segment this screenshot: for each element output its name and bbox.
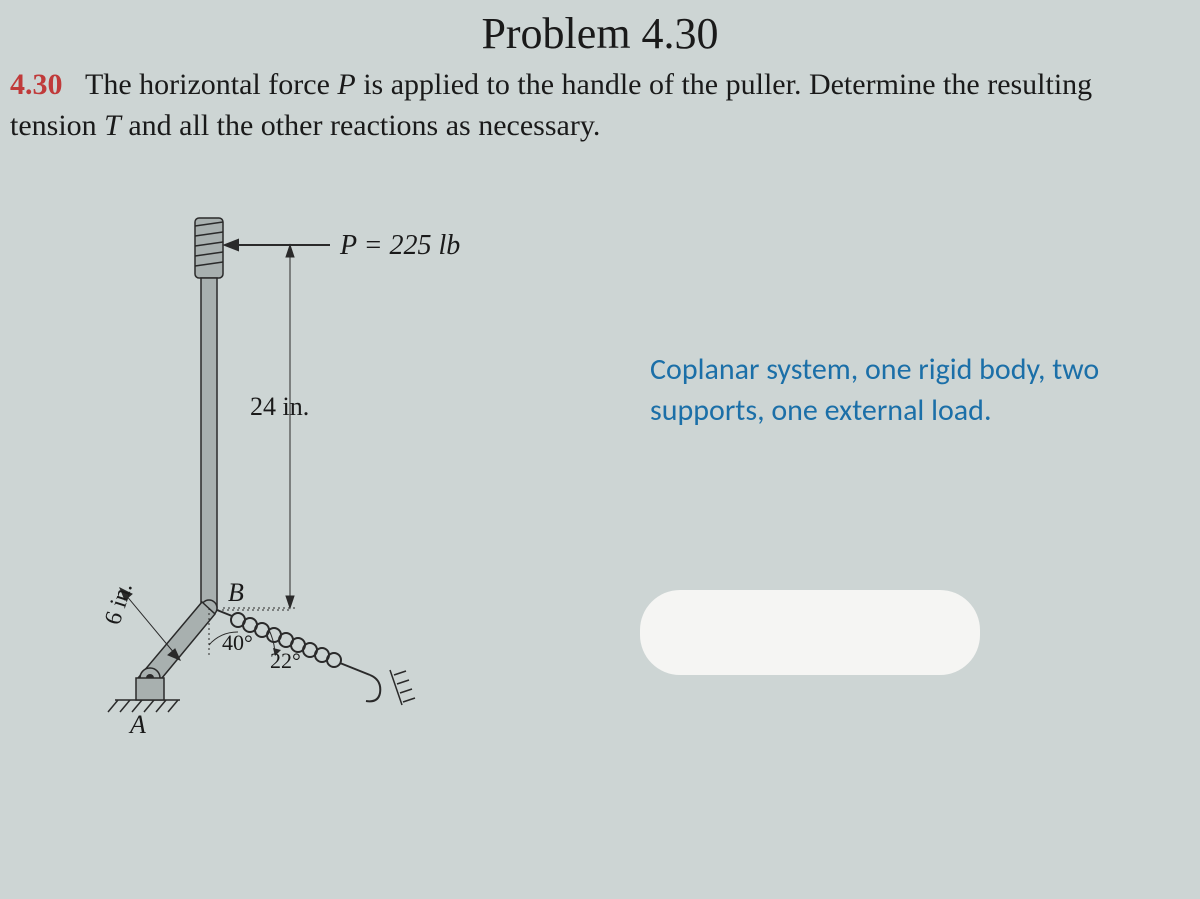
problem-statement: 4.30 The horizontal force P is applied t…	[0, 59, 1200, 146]
whiteout-region	[640, 590, 980, 675]
angle-22-label: 22°	[270, 648, 301, 674]
var-T: T	[104, 109, 121, 142]
puller-diagram: P = 225 lb 24 in. 6 in. B A 40° 22°	[80, 200, 580, 800]
page-title: Problem 4.30	[0, 0, 1200, 59]
problem-number: 4.30	[10, 68, 63, 101]
label-A: A	[130, 710, 146, 740]
text-part-1: The horizontal force	[85, 68, 337, 101]
angle-40-label: 40°	[222, 630, 253, 656]
label-B: B	[228, 578, 244, 608]
text-part-3: and all the other reactions as necessary…	[121, 109, 601, 142]
var-P: P	[337, 68, 355, 101]
annotation-text: Coplanar system, one rigid body, two sup…	[650, 350, 1150, 431]
dim-24-label: 24 in.	[250, 392, 309, 422]
force-label: P = 225 lb	[340, 230, 460, 262]
